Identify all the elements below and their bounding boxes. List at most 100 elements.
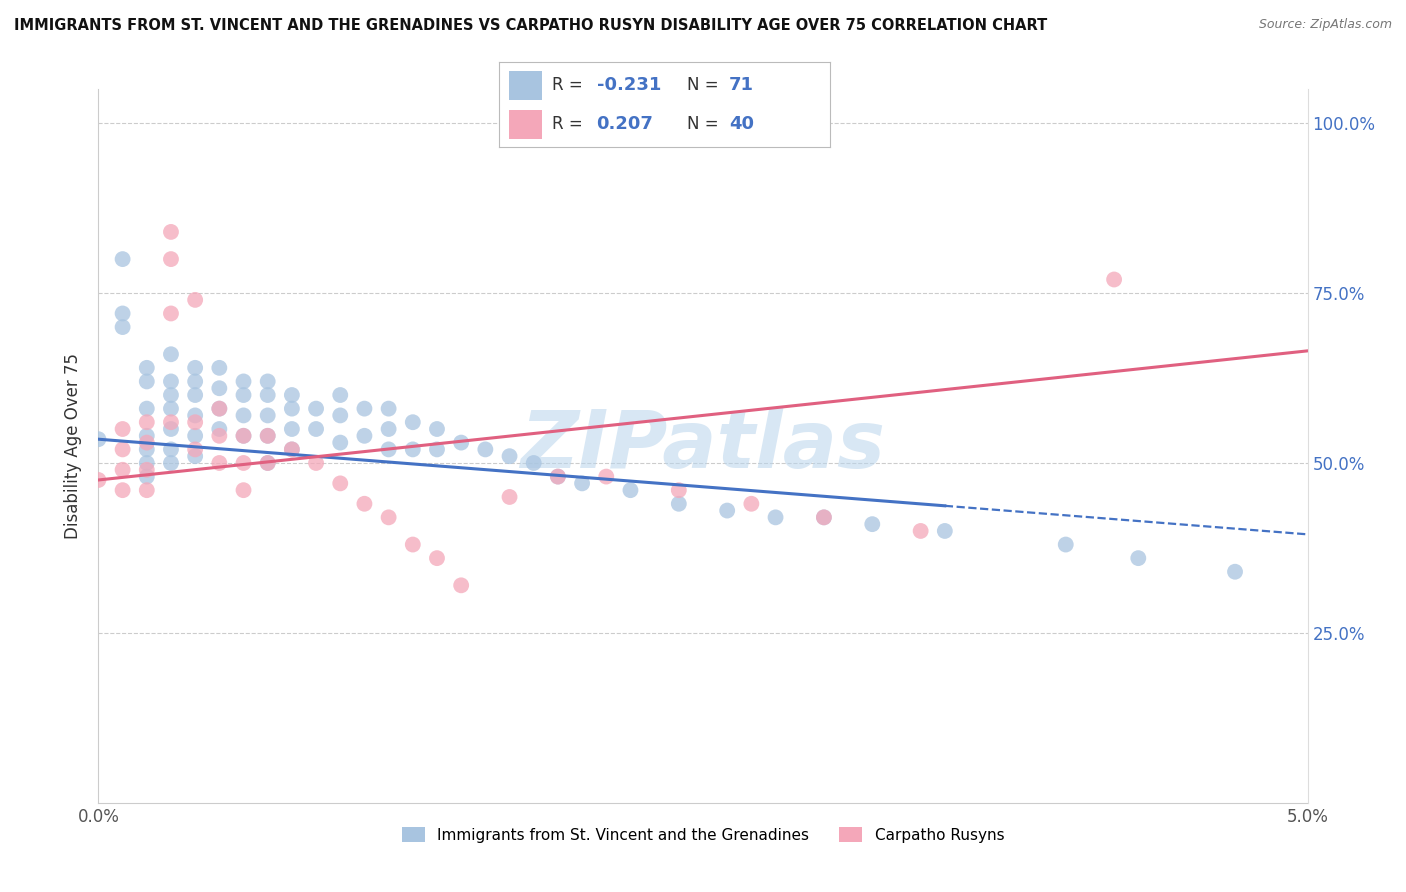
Point <box>208 401 231 416</box>
Point <box>160 415 183 429</box>
Point <box>135 483 157 498</box>
Text: 71: 71 <box>728 77 754 95</box>
Point <box>256 429 278 443</box>
Point <box>450 435 472 450</box>
Point <box>111 422 134 436</box>
Point <box>934 524 956 538</box>
Point <box>329 388 352 402</box>
Point <box>232 456 254 470</box>
Point <box>135 415 157 429</box>
Text: 40: 40 <box>728 115 754 133</box>
Point <box>111 463 134 477</box>
Text: 0.207: 0.207 <box>596 115 654 133</box>
Point <box>184 409 207 423</box>
Point <box>305 456 328 470</box>
Point <box>353 497 375 511</box>
Point <box>256 375 278 389</box>
Point <box>329 435 352 450</box>
Point <box>256 456 278 470</box>
Point <box>329 476 352 491</box>
Point <box>740 497 762 511</box>
Text: N =: N = <box>688 77 724 95</box>
Point <box>402 415 425 429</box>
Point <box>256 429 278 443</box>
Point <box>160 422 183 436</box>
Point <box>184 429 207 443</box>
Point <box>813 510 835 524</box>
Text: R =: R = <box>553 115 588 133</box>
Point <box>402 537 425 551</box>
Point <box>256 388 278 402</box>
Point <box>160 442 183 457</box>
Point <box>547 469 569 483</box>
Point <box>184 442 207 457</box>
Text: ZIPatlas: ZIPatlas <box>520 407 886 485</box>
Point <box>135 375 157 389</box>
Point <box>426 551 449 566</box>
Point <box>135 469 157 483</box>
Point <box>87 432 110 446</box>
Point <box>135 435 157 450</box>
Point <box>813 510 835 524</box>
Point <box>668 483 690 498</box>
Point <box>353 429 375 443</box>
Point <box>450 578 472 592</box>
Point <box>111 442 134 457</box>
Point <box>160 225 183 239</box>
Point <box>232 429 254 443</box>
Point <box>281 442 304 457</box>
Point <box>111 320 134 334</box>
Text: N =: N = <box>688 115 724 133</box>
Point <box>305 422 328 436</box>
Point <box>498 490 520 504</box>
Point <box>160 375 183 389</box>
Point <box>353 401 375 416</box>
Point <box>860 517 883 532</box>
Point <box>281 388 304 402</box>
Point <box>232 429 254 443</box>
Point <box>232 375 254 389</box>
Point <box>184 388 207 402</box>
Point <box>668 497 690 511</box>
Point <box>595 469 617 483</box>
Point <box>910 524 932 538</box>
Bar <box>509 71 543 100</box>
Text: R =: R = <box>553 77 588 95</box>
Point <box>329 409 352 423</box>
Point <box>184 449 207 463</box>
Point <box>1054 537 1077 551</box>
Point <box>377 442 399 457</box>
Point <box>184 375 207 389</box>
Point <box>426 442 449 457</box>
Point <box>87 473 110 487</box>
Point <box>1128 551 1150 566</box>
Point <box>256 456 278 470</box>
Point <box>377 510 399 524</box>
Point <box>184 360 207 375</box>
Point <box>281 422 304 436</box>
Point <box>232 388 254 402</box>
Point <box>305 401 328 416</box>
Point <box>377 422 399 436</box>
Point <box>135 429 157 443</box>
Point <box>208 456 231 470</box>
Point <box>111 483 134 498</box>
Point <box>619 483 641 498</box>
Point <box>281 401 304 416</box>
Text: -0.231: -0.231 <box>596 77 661 95</box>
Point <box>160 306 183 320</box>
Point <box>184 415 207 429</box>
Point <box>160 252 183 266</box>
Point <box>111 306 134 320</box>
Point <box>208 429 231 443</box>
Legend: Immigrants from St. Vincent and the Grenadines, Carpatho Rusyns: Immigrants from St. Vincent and the Gren… <box>395 821 1011 848</box>
Point <box>160 388 183 402</box>
Point <box>208 381 231 395</box>
Point <box>523 456 546 470</box>
Point <box>1223 565 1246 579</box>
Point <box>208 401 231 416</box>
Point <box>1102 272 1125 286</box>
Point <box>547 469 569 483</box>
Point <box>135 456 157 470</box>
Point <box>160 347 183 361</box>
